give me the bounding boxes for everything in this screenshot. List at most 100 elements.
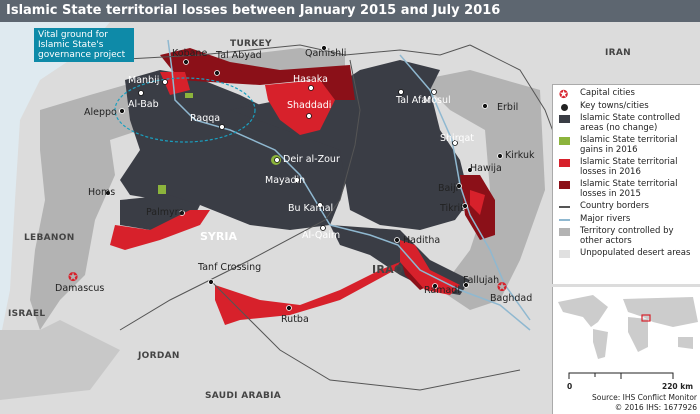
gain-2016-north: [185, 93, 193, 98]
city-dot-icon: [286, 305, 292, 311]
capital-label: Baghdad: [490, 293, 532, 304]
country-iraq: IRAQ: [372, 263, 404, 276]
dot-icon: [559, 103, 570, 111]
scale-max: 220 km: [662, 382, 694, 391]
city-dot-icon: [138, 90, 144, 96]
loss-2016-palmyra: [110, 210, 210, 250]
legend: ✪ Capital cities Key towns/cities Islamic S…: [552, 84, 700, 284]
legend-label: Islamic State controlled areas (no chang…: [580, 113, 681, 133]
city-dot-icon: [105, 190, 111, 196]
city-label: Homs: [88, 187, 115, 198]
source: Source: IHS Conflict Monitor: [591, 393, 697, 402]
capital-star-icon: ✪: [68, 270, 78, 284]
legend-item: Territory controlled by other actors: [559, 226, 698, 246]
city-label: Qamishli: [305, 48, 346, 59]
city-dot-icon: [183, 59, 189, 65]
legend-label: Capital cities: [580, 88, 635, 98]
legend-item: Islamic State territorial losses in 2016: [559, 157, 698, 177]
legend-item: Key towns/cities: [559, 100, 698, 112]
city-dot-icon: [431, 89, 437, 95]
legend-item: Islamic State controlled areas (no chang…: [559, 113, 698, 133]
city-dot-icon: [394, 237, 400, 243]
city-label: Ramadi: [424, 285, 460, 296]
city-markers: Kobane Tal Abyad Qamishli Hasaka Manbij Al-Ba…: [55, 45, 535, 325]
country-syria: SYRIA: [200, 230, 237, 243]
legend-label: Islamic State territorial gains in 2016: [580, 135, 678, 155]
city-label: Fallujah: [463, 275, 499, 286]
loss-2016-rutba-roads: [215, 262, 400, 325]
city-label: Raqqa: [190, 113, 220, 124]
city-label: Tikrit: [439, 203, 464, 214]
loss-2016-hit-ramadi: [400, 240, 460, 295]
color-swatch: [559, 228, 570, 236]
legend-item: Major rivers: [559, 214, 698, 225]
city-label: Tal Afar: [395, 95, 431, 106]
city-label: Tal Abyad: [215, 50, 262, 61]
color-swatch: [559, 250, 570, 258]
tigris-river: [399, 54, 531, 321]
city-dot-icon: [308, 85, 314, 91]
city-label: Hasaka: [293, 74, 328, 85]
legend-label: Key towns/cities: [580, 100, 649, 111]
city-label: Aleppo: [84, 107, 117, 118]
city-label: Shirqat: [440, 133, 474, 144]
city-label: Tanf Crossing: [197, 262, 261, 273]
capital-label: Damascus: [55, 283, 104, 294]
city-label: Kobane: [172, 48, 207, 59]
loss-2016-hawija: [470, 190, 485, 215]
city-dot-icon: [179, 210, 185, 216]
country-iran: IRAN: [605, 48, 631, 58]
capital-star-icon: ✪: [559, 88, 569, 101]
locator-box: [641, 314, 651, 322]
city-dot-icon: [306, 113, 312, 119]
city-label: Palmyra: [146, 207, 184, 218]
other-actors-south: [0, 320, 120, 400]
city-dot-icon: [162, 79, 168, 85]
city-label: Bu Kamal: [288, 203, 333, 214]
city-label: Mosul: [423, 95, 451, 106]
color-swatch: [559, 115, 570, 123]
governance-callout: Vital ground for Islamic State's governa…: [34, 28, 134, 62]
city-label: Kirkuk: [505, 150, 535, 161]
country-turkey: TURKEY: [230, 39, 272, 49]
legend-label: Country borders: [580, 201, 649, 211]
line-swatch-icon: [559, 206, 570, 208]
city-label: Hawija: [470, 163, 502, 174]
legend-item: Islamic State territorial losses in 2015: [559, 179, 698, 199]
copyright: © 2016 IHS: 1677926: [614, 403, 697, 412]
city-dot-icon: [294, 177, 300, 183]
city-dot-icon: [497, 153, 503, 159]
city-dot-icon: [463, 282, 469, 288]
city-dot-icon: [462, 203, 468, 209]
city-dot-icon: [119, 108, 125, 114]
city-label: Deir al-Zour: [283, 154, 340, 165]
scale-and-source: 0 220 km Source: IHS Conflict Monitor © …: [552, 365, 700, 414]
city-label: Al-Bab: [128, 99, 159, 110]
legend-item: Islamic State territorial gains in 2016: [559, 135, 698, 155]
country-saudi-arabia: SAUDI ARABIA: [205, 391, 281, 401]
city-dot-icon: [482, 103, 488, 109]
mediterranean-sea: [0, 22, 110, 340]
city-label: Manbij: [128, 75, 159, 86]
legend-item: Unpopulated desert areas: [559, 248, 698, 259]
city-dot-icon: [208, 279, 214, 285]
country-lebanon: LEBANON: [24, 233, 75, 243]
city-dot-icon: [321, 45, 327, 51]
city-label: Mayadin: [265, 175, 305, 186]
loss-2016-shaddadi: [265, 80, 335, 135]
city-dot-icon: [219, 124, 225, 130]
city-label: Shaddadi: [287, 100, 331, 111]
is-controlled-syria: [120, 70, 360, 230]
city-dot-icon: [274, 157, 280, 163]
country-israel: ISRAEL: [8, 309, 45, 319]
other-actors-west: [30, 85, 150, 330]
scale-min: 0: [567, 382, 573, 391]
color-swatch: [559, 159, 570, 167]
city-dot-icon: [452, 140, 458, 146]
other-actors-iraq: [420, 70, 545, 310]
city-dot-icon: [317, 202, 323, 208]
color-swatch: [559, 137, 570, 145]
world-locator-map: [552, 287, 700, 365]
governance-zone: [114, 77, 256, 143]
city-dot-icon: [456, 183, 462, 189]
